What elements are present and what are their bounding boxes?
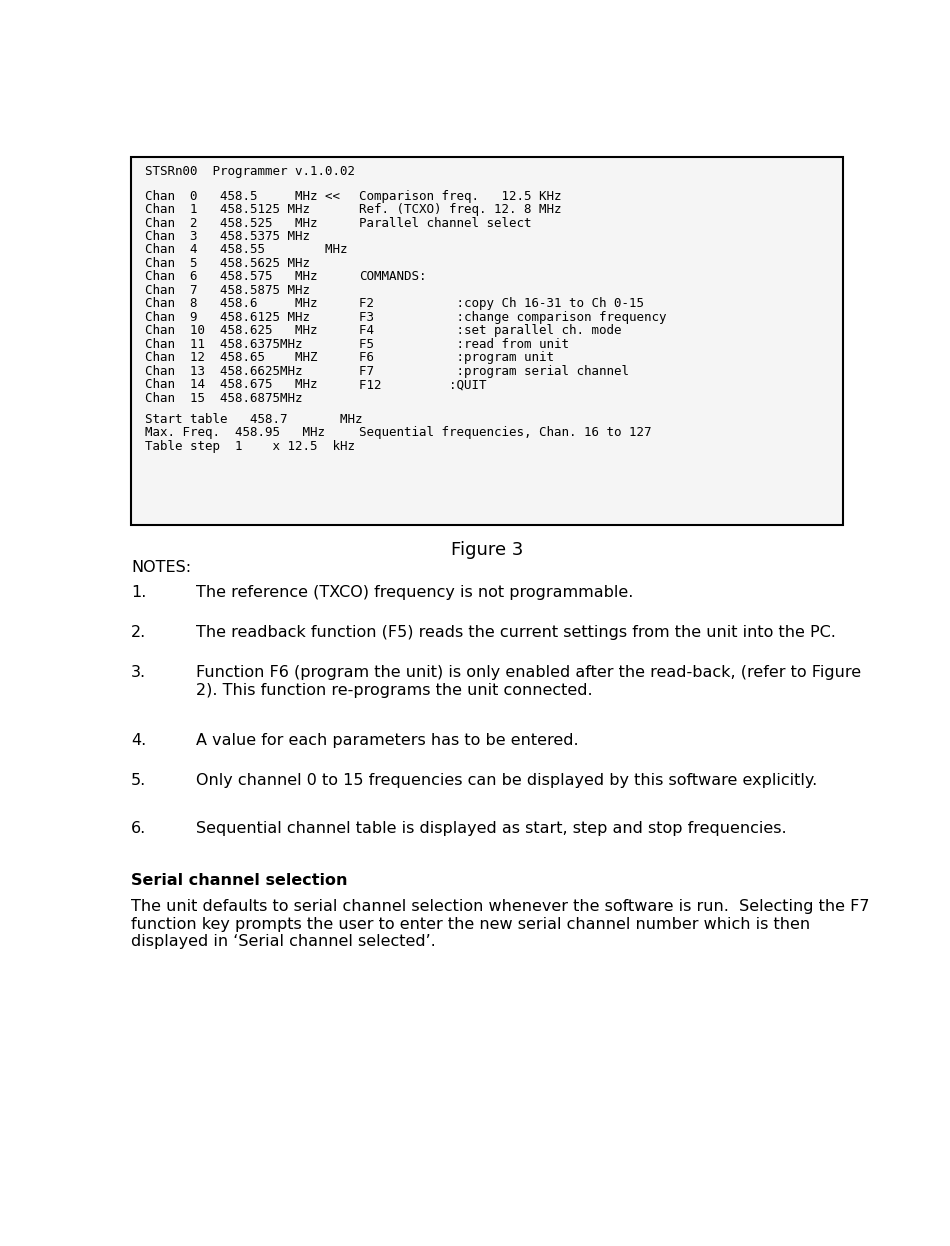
Text: Start table   458.7       MHz: Start table 458.7 MHz — [145, 412, 363, 426]
Text: F7           :program serial channel: F7 :program serial channel — [359, 365, 629, 378]
Text: Serial channel selection: Serial channel selection — [131, 872, 348, 887]
Text: STSRn00  Programmer v.1.0.02: STSRn00 Programmer v.1.0.02 — [145, 164, 355, 178]
Text: Chan  2   458.525   MHz: Chan 2 458.525 MHz — [145, 217, 317, 229]
Text: Chan  1   458.5125 MHz: Chan 1 458.5125 MHz — [145, 203, 310, 216]
Text: 5.: 5. — [131, 774, 146, 789]
Text: Max. Freq.  458.95   MHz: Max. Freq. 458.95 MHz — [145, 426, 325, 440]
Text: NOTES:: NOTES: — [131, 559, 191, 574]
Text: Chan  3   458.5375 MHz: Chan 3 458.5375 MHz — [145, 231, 310, 243]
Text: F4           :set parallel ch. mode: F4 :set parallel ch. mode — [359, 324, 621, 338]
Text: 2.: 2. — [131, 625, 146, 640]
Text: Chan  5   458.5625 MHz: Chan 5 458.5625 MHz — [145, 257, 310, 270]
Text: Ref. (TCXO) freq. 12. 8 MHz: Ref. (TCXO) freq. 12. 8 MHz — [359, 203, 561, 216]
Text: Sequential frequencies, Chan. 16 to 127: Sequential frequencies, Chan. 16 to 127 — [359, 426, 652, 440]
Text: Chan  4   458.55        MHz: Chan 4 458.55 MHz — [145, 243, 348, 257]
Text: Chan  14  458.675   MHz: Chan 14 458.675 MHz — [145, 379, 317, 391]
Text: Chan  0   458.5     MHz <<: Chan 0 458.5 MHz << — [145, 189, 340, 203]
Text: 4.: 4. — [131, 733, 146, 748]
Text: F12         :QUIT: F12 :QUIT — [359, 379, 486, 391]
Text: F6           :program unit: F6 :program unit — [359, 351, 554, 364]
Text: 6.: 6. — [131, 821, 146, 836]
Text: Sequential channel table is displayed as start, step and stop frequencies.: Sequential channel table is displayed as… — [197, 821, 787, 836]
Text: Chan  7   458.5875 MHz: Chan 7 458.5875 MHz — [145, 284, 310, 297]
Text: COMMANDS:: COMMANDS: — [359, 270, 427, 283]
Text: Figure 3: Figure 3 — [450, 541, 523, 558]
Text: F2           :copy Ch 16-31 to Ch 0-15: F2 :copy Ch 16-31 to Ch 0-15 — [359, 298, 644, 310]
Text: 1.: 1. — [131, 586, 146, 601]
Text: Chan  15  458.6875MHz: Chan 15 458.6875MHz — [145, 391, 303, 405]
Text: Chan  8   458.6     MHz: Chan 8 458.6 MHz — [145, 298, 317, 310]
Text: The readback function (F5) reads the current settings from the unit into the PC.: The readback function (F5) reads the cur… — [197, 625, 836, 640]
Text: The unit defaults to serial channel selection whenever the software is run.  Sel: The unit defaults to serial channel sele… — [131, 900, 869, 949]
Text: 3.: 3. — [131, 665, 146, 680]
Text: Parallel channel select: Parallel channel select — [359, 217, 531, 229]
Text: Table step  1    x 12.5  kHz: Table step 1 x 12.5 kHz — [145, 440, 355, 452]
Text: Only channel 0 to 15 frequencies can be displayed by this software explicitly.: Only channel 0 to 15 frequencies can be … — [197, 774, 818, 789]
Text: F5           :read from unit: F5 :read from unit — [359, 338, 569, 351]
Text: Chan  10  458.625   MHz: Chan 10 458.625 MHz — [145, 324, 317, 338]
Text: F3           :change comparison frequency: F3 :change comparison frequency — [359, 310, 667, 324]
Text: Function F6 (program the unit) is only enabled after the read-back, (refer to Fi: Function F6 (program the unit) is only e… — [197, 665, 862, 698]
Text: Chan  11  458.6375MHz: Chan 11 458.6375MHz — [145, 338, 303, 351]
Text: Chan  13  458.6625MHz: Chan 13 458.6625MHz — [145, 365, 303, 378]
Text: Comparison freq.   12.5 KHz: Comparison freq. 12.5 KHz — [359, 189, 561, 203]
Text: Chan  6   458.575   MHz: Chan 6 458.575 MHz — [145, 270, 317, 283]
Text: Chan  9   458.6125 MHz: Chan 9 458.6125 MHz — [145, 310, 310, 324]
Text: The reference (TXCO) frequency is not programmable.: The reference (TXCO) frequency is not pr… — [197, 586, 634, 601]
FancyBboxPatch shape — [131, 157, 844, 526]
Text: Chan  12  458.65    MHZ: Chan 12 458.65 MHZ — [145, 351, 317, 364]
Text: A value for each parameters has to be entered.: A value for each parameters has to be en… — [197, 733, 579, 748]
